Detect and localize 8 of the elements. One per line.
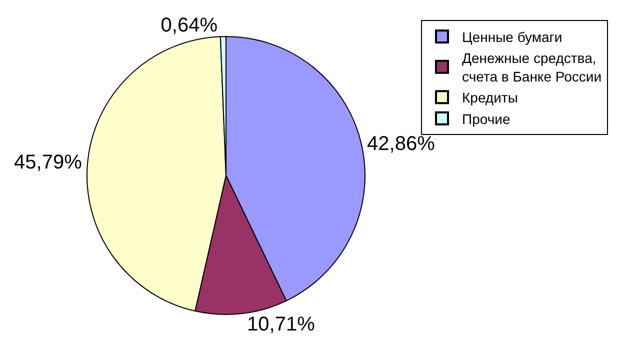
data-label: 42,86% — [367, 133, 436, 156]
data-label: 0,64% — [160, 14, 218, 37]
data-label: 45,79% — [14, 152, 82, 174]
data-label: 10,71% — [247, 314, 316, 336]
legend-label: Кредиты — [462, 90, 518, 106]
legend-label: Ценные бумаги — [462, 28, 562, 45]
legend-label: Денежные средства, счета в Банке России — [462, 50, 602, 84]
legend-label: Прочие — [462, 110, 510, 127]
